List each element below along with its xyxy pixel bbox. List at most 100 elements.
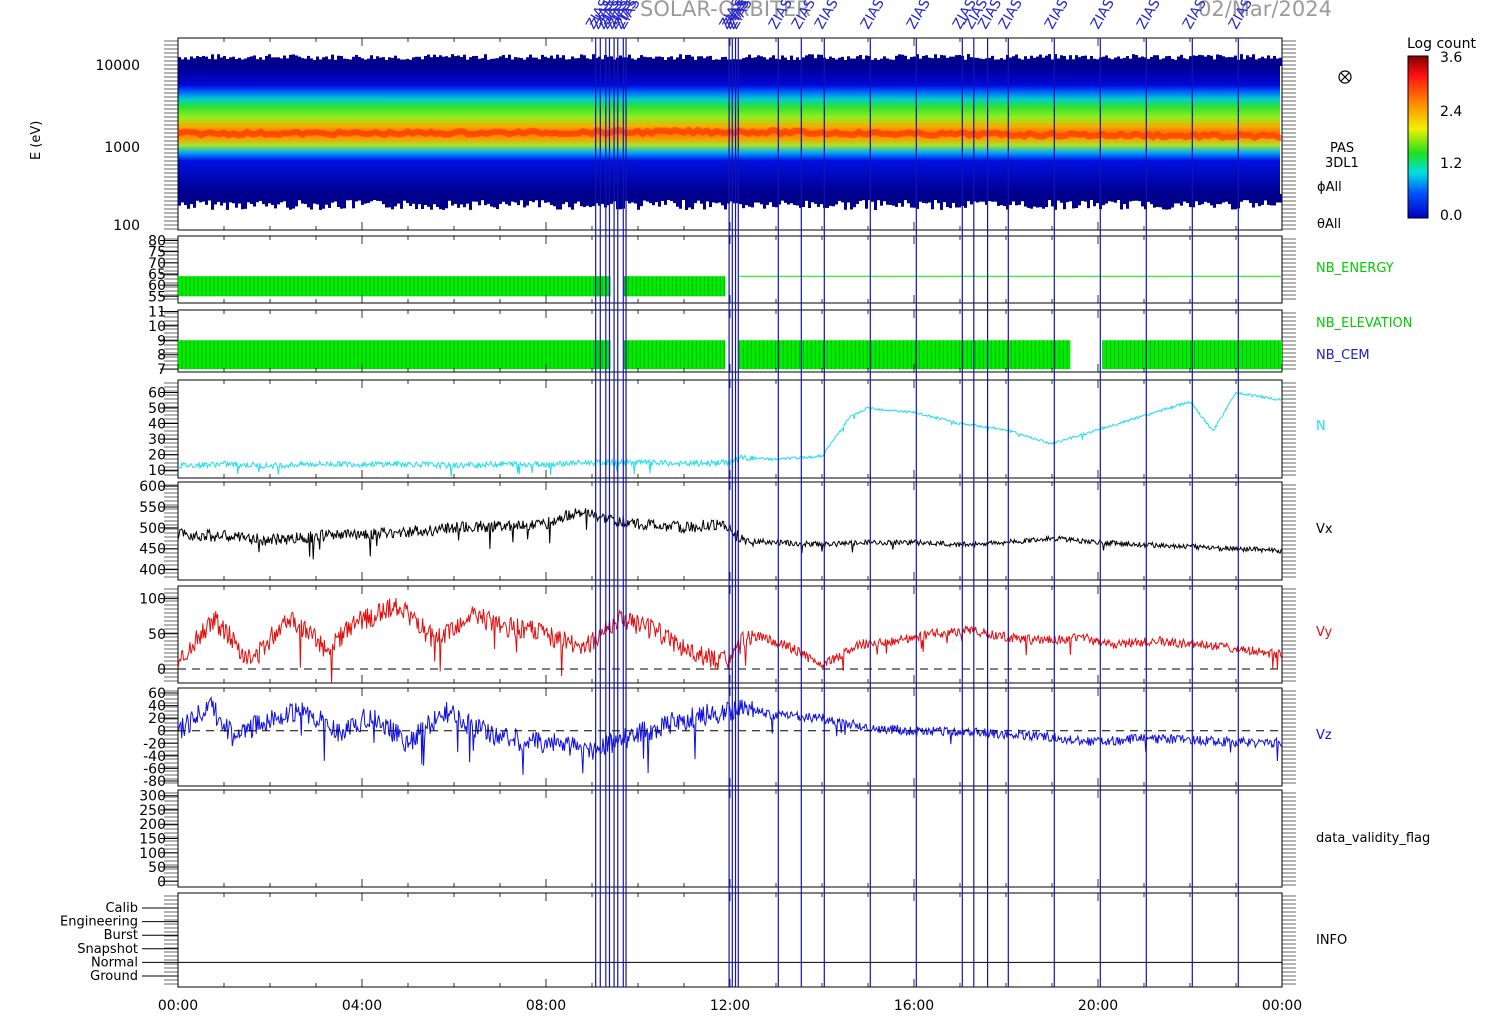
spectrogram-edge xyxy=(967,54,970,66)
spectrogram-edge xyxy=(712,59,715,66)
spectrogram-edge xyxy=(352,194,355,209)
spectrogram-edge xyxy=(280,58,283,66)
spectrogram-edge xyxy=(586,194,589,206)
spectrogram-edge xyxy=(364,194,367,204)
spectrogram-edge xyxy=(250,194,253,205)
nb-elevation-label: NB_ELEVATION xyxy=(1316,316,1413,331)
info-row-label: Ground xyxy=(90,969,138,984)
spectrogram-edge xyxy=(487,59,490,66)
spectrogram-edge xyxy=(1018,194,1021,205)
spectrogram-edge xyxy=(517,57,520,66)
spectrogram-edge xyxy=(1051,59,1054,66)
spectrogram-edge xyxy=(967,194,970,202)
spectrogram-edge xyxy=(493,194,496,208)
spectrogram-edge xyxy=(574,194,577,204)
spectrogram-edge xyxy=(877,59,880,66)
spectrogram-edge xyxy=(682,194,685,201)
spectrogram-edge xyxy=(1135,55,1138,66)
spectrogram-edge xyxy=(229,194,232,203)
spectrogram-edge xyxy=(253,194,256,207)
spectrogram-edge xyxy=(1123,57,1126,66)
spectrogram-edge xyxy=(433,54,436,66)
y-tick-label: 50 xyxy=(148,401,166,417)
spectrogram-edge xyxy=(970,194,973,205)
spectrogram-edge xyxy=(430,194,433,210)
spectrogram-edge xyxy=(1255,59,1258,66)
spectrogram-edge xyxy=(1261,56,1264,66)
spectrogram-edge xyxy=(253,55,256,66)
spectrogram-edge xyxy=(1090,55,1093,66)
spectrogram-edge xyxy=(1192,55,1195,66)
spectrogram-edge xyxy=(307,194,310,208)
spectrogram-edge xyxy=(205,194,208,205)
spectrogram-edge xyxy=(247,194,250,203)
spectrogram-edge xyxy=(556,54,559,66)
spectrogram-edge xyxy=(346,194,349,201)
spectrogram-edge xyxy=(976,57,979,66)
spectrogram-edge xyxy=(1252,194,1255,208)
spectrogram-edge xyxy=(811,54,814,66)
spectrogram-edge xyxy=(829,194,832,206)
spectrogram-edge xyxy=(997,59,1000,66)
band-block xyxy=(739,340,1071,370)
spectrogram-edge xyxy=(1144,194,1147,210)
spectrogram-edge xyxy=(547,57,550,66)
spectrogram-edge xyxy=(1045,194,1048,208)
spectrogram-edge xyxy=(268,194,271,204)
spectrogram-edge xyxy=(1264,58,1267,66)
spectrogram-edge xyxy=(1219,55,1222,66)
spectrogram-edge xyxy=(907,194,910,204)
y-tick-label: 200 xyxy=(139,817,166,833)
spectrogram-edge xyxy=(865,55,868,66)
spectrogram-edge xyxy=(1054,194,1057,210)
spectrogram-edge xyxy=(1120,58,1123,66)
spectrogram-edge xyxy=(1102,194,1105,206)
spectrogram-edge xyxy=(316,56,319,66)
spectrogram-right-label: 3DL1 xyxy=(1325,156,1359,171)
spectrogram-edge xyxy=(367,194,370,203)
spectrogram-edge xyxy=(691,194,694,210)
spectrogram-edge xyxy=(706,194,709,202)
spectrogram-edge xyxy=(1174,59,1177,66)
spectrogram-edge xyxy=(682,58,685,66)
spectrogram-edge xyxy=(574,58,577,66)
spectrogram-edge xyxy=(832,57,835,66)
spectrogram-edge xyxy=(688,54,691,66)
spectrogram-edge xyxy=(1111,194,1114,202)
spectrogram-edge xyxy=(469,57,472,66)
spectrogram-edge xyxy=(598,56,601,66)
spectrogram-edge xyxy=(835,194,838,205)
info-row-label: Snapshot xyxy=(77,942,138,957)
spectrogram-edge xyxy=(820,194,823,205)
spectrogram-edge xyxy=(262,59,265,66)
spectrogram-edge xyxy=(340,56,343,66)
spectrogram-edge xyxy=(415,194,418,210)
spectrogram-edge xyxy=(238,194,241,204)
spectrogram-edge xyxy=(181,194,184,203)
spectrogram-edge xyxy=(268,54,271,66)
spectrogram-edge xyxy=(703,194,706,210)
spectrogram-edge xyxy=(862,194,865,201)
spectrogram-edge xyxy=(1039,54,1042,66)
spectrogram-edge xyxy=(979,58,982,66)
spectrogram-ytick-label: 10000 xyxy=(95,58,140,74)
spectrogram-edge xyxy=(910,56,913,66)
spectrogram-edge xyxy=(382,194,385,205)
spectrogram-edge xyxy=(364,59,367,66)
spectrogram-edge xyxy=(244,58,247,66)
time-tick-label: 12:00 xyxy=(710,998,750,1014)
spectrogram-edge xyxy=(274,57,277,66)
spectrogram-edge xyxy=(328,194,331,208)
spectrogram-edge xyxy=(856,56,859,66)
y-tick-label: 70 xyxy=(148,256,166,272)
spectrogram-edge xyxy=(262,194,265,205)
spectrogram-edge xyxy=(943,194,946,203)
spectrogram-edge xyxy=(451,194,454,206)
spectrogram-edge xyxy=(667,194,670,201)
spectrogram-edge xyxy=(721,57,724,66)
spectrogram-edge xyxy=(1129,194,1132,202)
spectrogram-edge xyxy=(580,194,583,207)
spectrogram-edge xyxy=(739,59,742,66)
spectrogram-edge xyxy=(220,57,223,66)
spectrogram-edge xyxy=(460,194,463,205)
